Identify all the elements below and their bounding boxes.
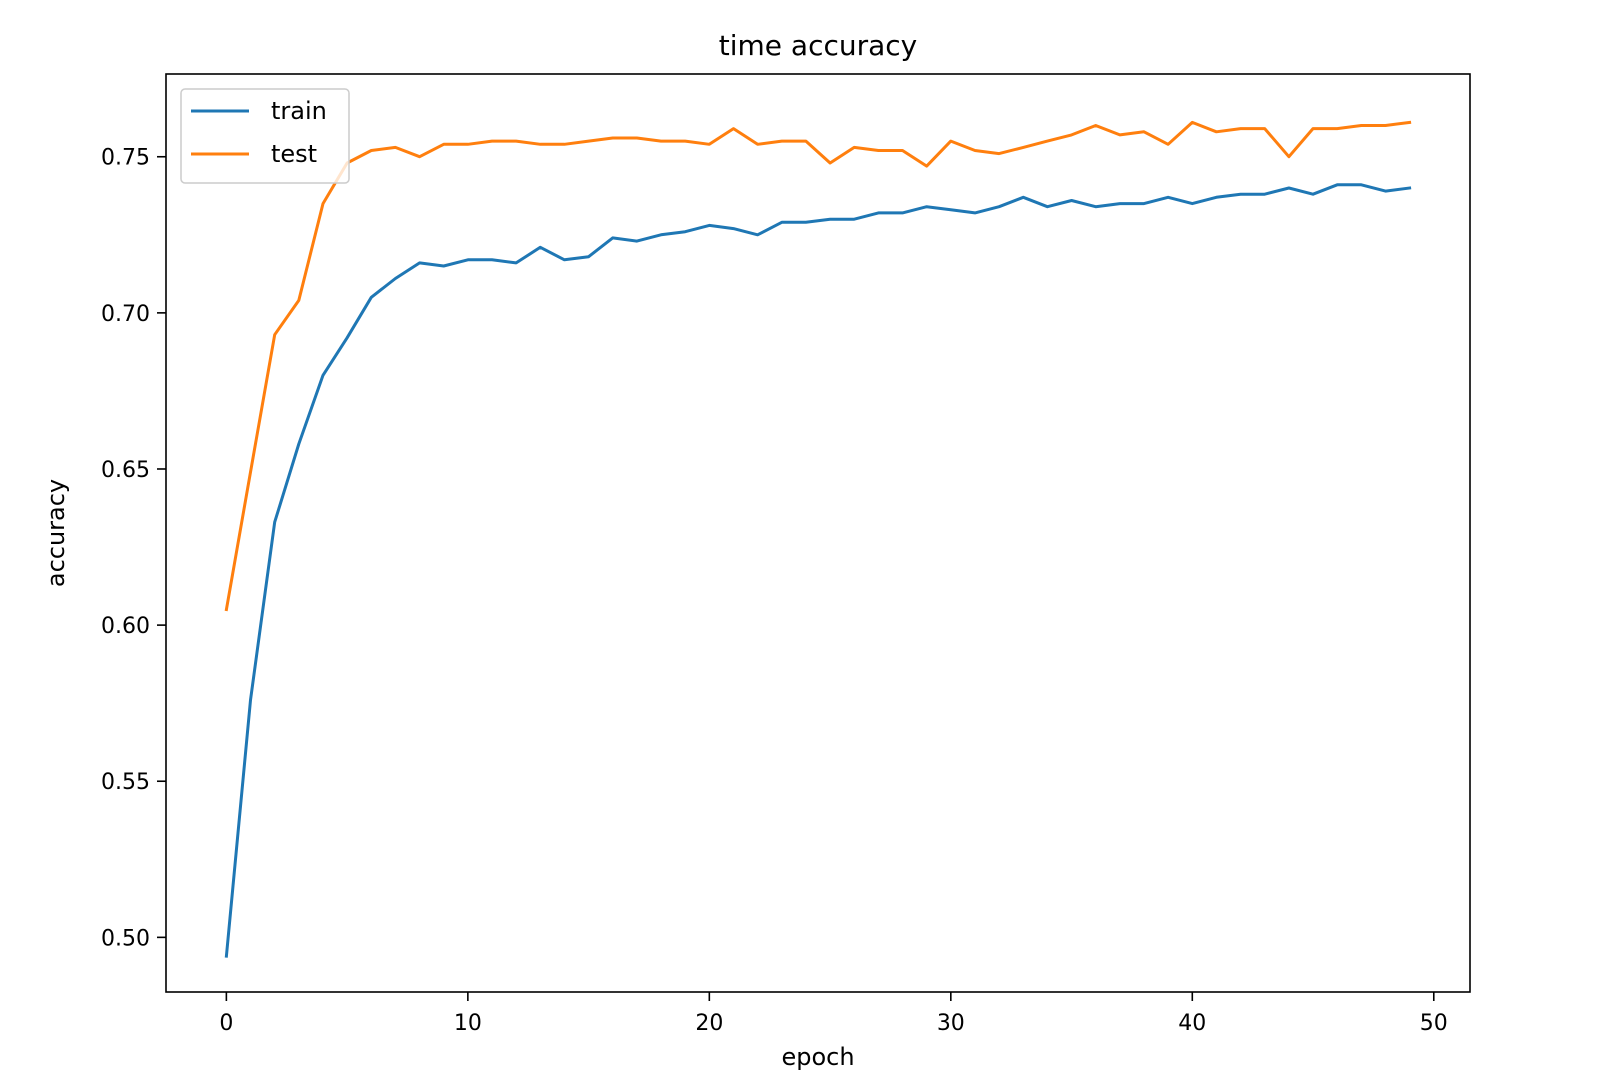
y-tick-label: 0.50	[101, 926, 150, 951]
legend: train test	[180, 88, 350, 184]
y-tick-label: 0.70	[101, 302, 150, 327]
x-tick-label: 20	[695, 1011, 723, 1036]
legend-label-test: test	[271, 140, 317, 168]
series-line-train	[224, 183, 1412, 958]
x-axis: 0 10 20 30 40 50	[219, 992, 1448, 1036]
y-tick-label: 0.65	[101, 458, 150, 483]
plot-frame	[165, 73, 1471, 993]
x-tick-label: 50	[1420, 1011, 1448, 1036]
plot-area	[166, 74, 1470, 992]
y-tick-label: 0.55	[101, 770, 150, 795]
x-tick-label: 10	[454, 1011, 482, 1036]
chart-title: time accuracy	[719, 29, 918, 62]
series-layer	[224, 120, 1412, 958]
y-axis-label: accuracy	[42, 479, 70, 587]
x-tick-label: 30	[937, 1011, 965, 1036]
y-axis: 0.50 0.55 0.60 0.65 0.70 0.75	[101, 146, 166, 951]
y-tick-label: 0.75	[101, 146, 150, 171]
legend-label-train: train	[271, 97, 327, 125]
series-line-test	[224, 120, 1412, 612]
x-axis-label: epoch	[781, 1043, 854, 1071]
x-tick-label: 0	[219, 1011, 233, 1036]
x-tick-label: 40	[1178, 1011, 1206, 1036]
y-tick-label: 0.60	[101, 614, 150, 639]
